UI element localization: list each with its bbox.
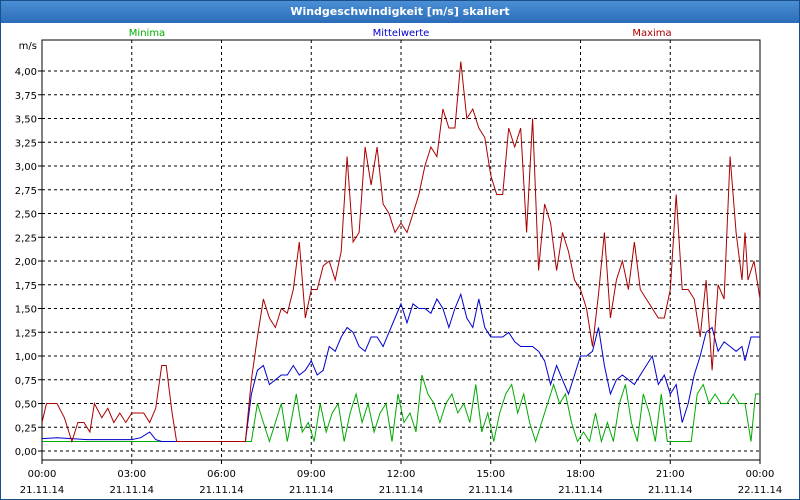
x-tick-time: 09:00 xyxy=(297,469,326,480)
legend-mittelwerte: Mittelwerte xyxy=(373,28,430,39)
y-tick-label: 3,75 xyxy=(15,91,37,102)
legend-maxima: Maxima xyxy=(632,28,671,39)
x-tick-date: 21.11.14 xyxy=(109,485,154,496)
x-tick-date: 22.11.14 xyxy=(738,485,783,496)
x-tick-date: 21.11.14 xyxy=(558,485,603,496)
window-title: Windgeschwindigkeit [m/s] skaliert xyxy=(1,1,799,23)
x-tick-time: 06:00 xyxy=(207,469,236,480)
x-tick-time: 03:00 xyxy=(117,469,146,480)
x-tick-time: 00:00 xyxy=(28,469,57,480)
x-tick-time: 21:00 xyxy=(656,469,685,480)
y-tick-label: 1,50 xyxy=(15,305,37,316)
y-tick-label: 2,50 xyxy=(15,210,37,221)
y-tick-label: 2,75 xyxy=(15,186,37,197)
x-tick-date: 21.11.14 xyxy=(289,485,334,496)
series-line-mittelwerte xyxy=(42,292,760,442)
y-tick-label: 2,00 xyxy=(15,257,37,268)
x-tick-date: 21.11.14 xyxy=(379,485,424,496)
y-tick-label: 0,75 xyxy=(15,376,37,387)
y-tick-label: 1,25 xyxy=(15,328,37,339)
y-tick-label: 3,50 xyxy=(15,115,37,126)
y-tick-label: 2,25 xyxy=(15,233,37,244)
series-line-maxima xyxy=(42,61,760,444)
x-tick-time: 00:00 xyxy=(746,469,775,480)
y-tick-label: 3,00 xyxy=(15,162,37,173)
x-tick-date: 21.11.14 xyxy=(648,485,693,496)
x-tick-date: 21.11.14 xyxy=(468,485,513,496)
y-tick-label: 0,50 xyxy=(15,400,37,411)
y-tick-label: 3,25 xyxy=(15,138,37,149)
legend-minima: Minima xyxy=(129,28,165,39)
y-tick-label: 4,00 xyxy=(15,67,37,78)
x-tick-time: 18:00 xyxy=(566,469,595,480)
y-tick-label: 0,25 xyxy=(15,423,37,434)
y-tick-label: 0,00 xyxy=(15,447,37,458)
y-axis-label: m/s xyxy=(19,41,37,52)
y-tick-label: 1,75 xyxy=(15,281,37,292)
x-tick-date: 21.11.14 xyxy=(199,485,244,496)
x-tick-date: 21.11.14 xyxy=(20,485,65,496)
x-tick-time: 15:00 xyxy=(476,469,505,480)
y-tick-label: 1,00 xyxy=(15,352,37,363)
x-tick-time: 12:00 xyxy=(387,469,416,480)
